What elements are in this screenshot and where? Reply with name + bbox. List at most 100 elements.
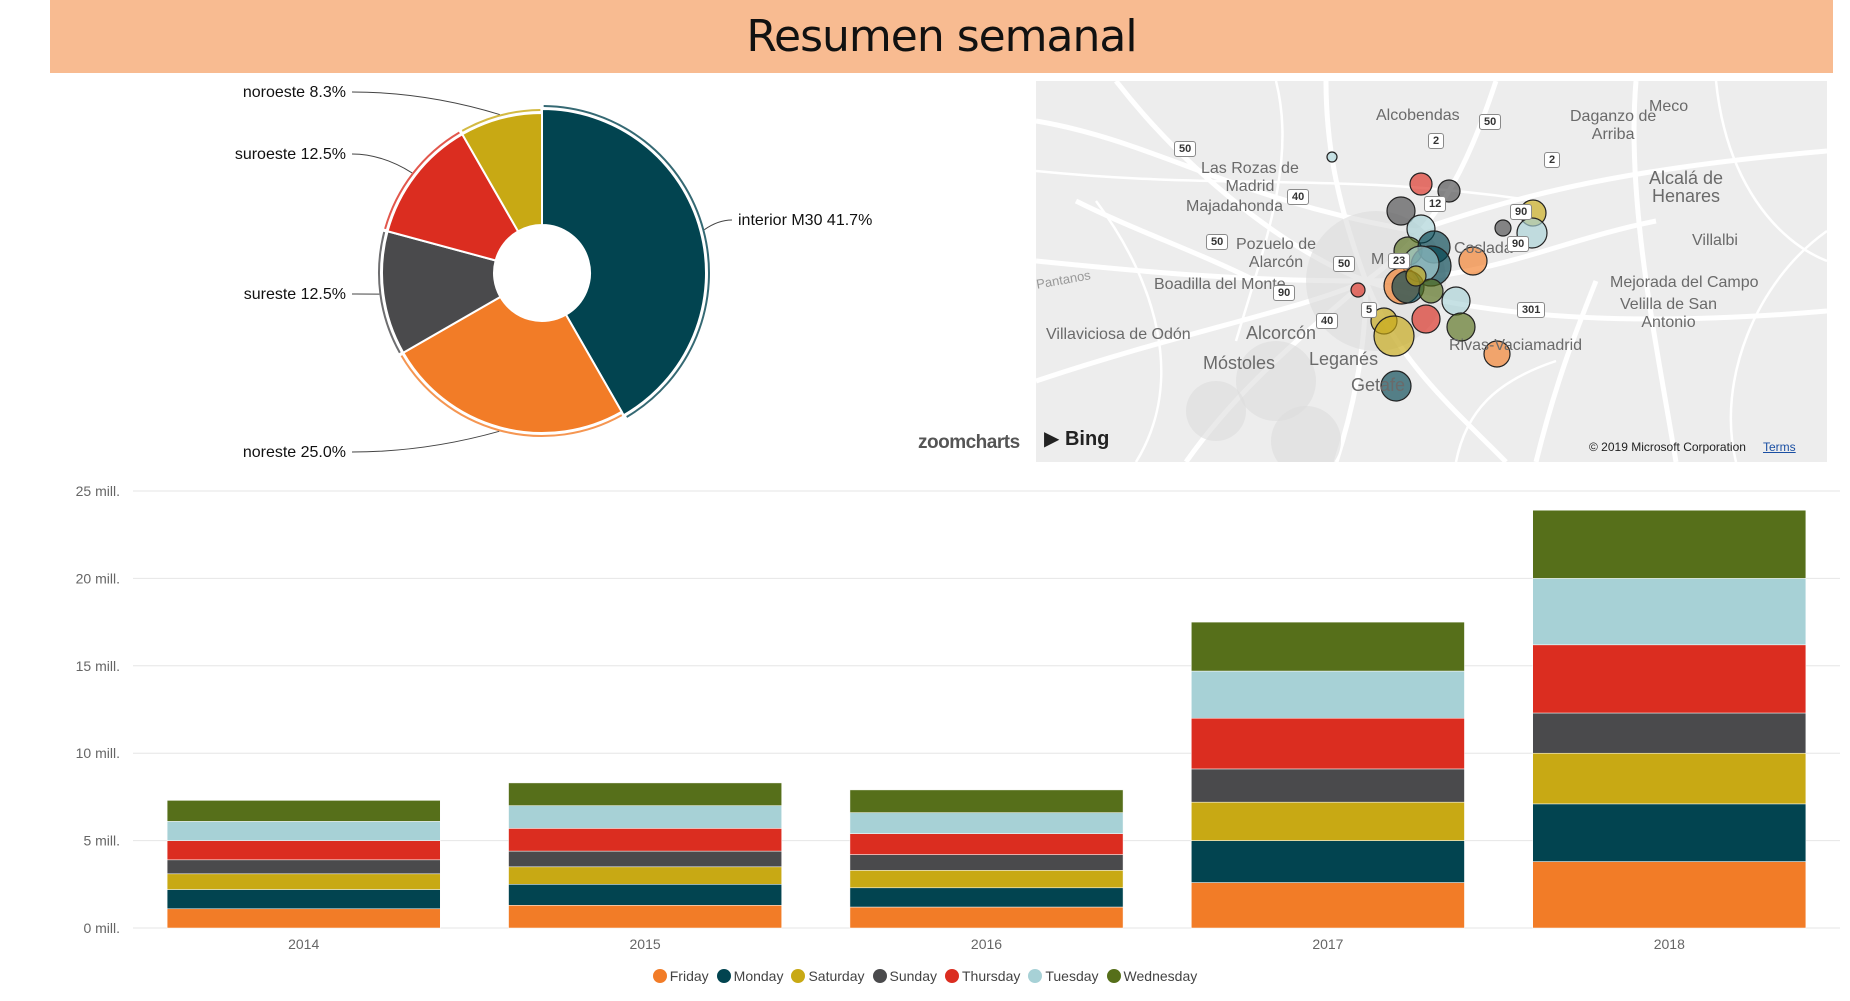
bar-segment-wednesday-2017[interactable] (1191, 622, 1464, 671)
bar-segment-wednesday-2015[interactable] (509, 783, 782, 806)
bar-segment-saturday-2016[interactable] (850, 870, 1123, 887)
bar-segment-tuesday-2015[interactable] (509, 806, 782, 829)
map-place-label: Meco (1649, 98, 1688, 116)
stacked-bar-chart[interactable]: 0 mill.5 mill.10 mill.15 mill.20 mill.25… (0, 470, 1850, 996)
bar-segment-sunday-2015[interactable] (509, 851, 782, 867)
map-road-shield: 2 (1544, 152, 1560, 168)
bar-segment-tuesday-2016[interactable] (850, 813, 1123, 834)
bar-segment-saturday-2015[interactable] (509, 867, 782, 884)
map-place-label: Villalbi (1692, 232, 1738, 250)
legend-item-thursday[interactable]: Thursday (945, 968, 1020, 984)
map-place-label: Boadilla del Monte (1154, 276, 1286, 294)
map-bubble[interactable] (1495, 220, 1511, 236)
bing-icon: ▶ (1044, 428, 1059, 450)
bar-segment-tuesday-2017[interactable] (1191, 671, 1464, 718)
map-bubble[interactable] (1406, 266, 1426, 286)
bar-segment-friday-2016[interactable] (850, 907, 1123, 928)
map-place-label: Alcorcón (1246, 324, 1316, 342)
bar-segment-thursday-2015[interactable] (509, 828, 782, 851)
map-copyright: © 2019 Microsoft Corporation (1589, 440, 1746, 454)
bar-segment-monday-2014[interactable] (167, 890, 440, 909)
legend-label: Sunday (890, 968, 937, 984)
bar-segment-tuesday-2014[interactable] (167, 821, 440, 840)
zoomcharts-logo: zoomcharts (918, 432, 1020, 454)
map-road-shield: 50 (1333, 256, 1355, 272)
map-road-shield: 50 (1479, 114, 1501, 130)
map-road (1731, 231, 1827, 462)
legend-item-friday[interactable]: Friday (653, 968, 709, 984)
bar-segment-friday-2014[interactable] (167, 909, 440, 928)
bar-segment-thursday-2018[interactable] (1533, 645, 1806, 713)
map-place-label: Mejorada del Campo (1610, 274, 1759, 292)
bar-segment-thursday-2016[interactable] (850, 834, 1123, 855)
pie-leader-line (352, 154, 412, 173)
map-road-shield: 40 (1316, 313, 1338, 329)
bar-segment-tuesday-2018[interactable] (1533, 578, 1806, 644)
map-road-shield: 301 (1517, 302, 1545, 318)
pie-label: interior M30 41.7% (738, 212, 872, 229)
pie-leader-line (352, 92, 500, 115)
map-place-label: Rivas-Vaciamadrid (1449, 337, 1582, 355)
map-road-shield: 90 (1273, 285, 1295, 301)
legend-item-monday[interactable]: Monday (717, 968, 784, 984)
map-bubble[interactable] (1351, 283, 1365, 297)
pie-leader-line (704, 220, 732, 230)
bing-logo: ▶ Bing (1044, 426, 1109, 451)
bar-segment-monday-2016[interactable] (850, 888, 1123, 907)
bar-segment-saturday-2017[interactable] (1191, 802, 1464, 840)
bar-segment-sunday-2016[interactable] (850, 855, 1123, 871)
map-bubble[interactable] (1327, 152, 1337, 162)
legend-swatch (1028, 969, 1042, 983)
map-place-label: Coslada (1454, 240, 1513, 258)
bar-segment-wednesday-2014[interactable] (167, 800, 440, 821)
bar-segment-wednesday-2016[interactable] (850, 790, 1123, 813)
map-road-shield: 50 (1206, 234, 1228, 250)
map-bubble[interactable] (1412, 305, 1440, 333)
bar-segment-sunday-2014[interactable] (167, 860, 440, 874)
legend-swatch (791, 969, 805, 983)
bar-segment-thursday-2014[interactable] (167, 841, 440, 860)
map-bubble[interactable] (1410, 173, 1432, 195)
bar-segment-friday-2018[interactable] (1533, 862, 1806, 928)
legend-item-wednesday[interactable]: Wednesday (1107, 968, 1198, 984)
map-terms-link[interactable]: Terms (1763, 440, 1796, 454)
bar-segment-friday-2017[interactable] (1191, 883, 1464, 928)
pie-leader-line (352, 431, 499, 452)
legend-item-saturday[interactable]: Saturday (791, 968, 864, 984)
legend-swatch (1107, 969, 1121, 983)
legend-swatch (873, 969, 887, 983)
y-tick-label: 15 mill. (76, 658, 120, 674)
legend-label: Friday (670, 968, 709, 984)
pie-chart-panel: interior M30 41.7%noreste 25.0%sureste 1… (0, 73, 1030, 473)
map-place-label: M (1371, 251, 1384, 269)
legend-swatch (717, 969, 731, 983)
bar-segment-monday-2015[interactable] (509, 884, 782, 905)
x-tick-label: 2015 (630, 936, 661, 952)
bar-segment-saturday-2018[interactable] (1533, 753, 1806, 804)
bar-segment-monday-2017[interactable] (1191, 841, 1464, 883)
map-place-label: Móstoles (1203, 354, 1275, 372)
map-road-shield: 50 (1174, 141, 1196, 157)
map-road (1416, 151, 1827, 231)
legend-item-sunday[interactable]: Sunday (873, 968, 937, 984)
bar-segment-wednesday-2018[interactable] (1533, 510, 1806, 578)
map-road-shield: 90 (1510, 204, 1532, 220)
bar-segment-thursday-2017[interactable] (1191, 718, 1464, 769)
map-road-shield: 23 (1388, 253, 1410, 269)
legend-item-tuesday[interactable]: Tuesday (1028, 968, 1098, 984)
map-bubble[interactable] (1442, 287, 1470, 315)
y-tick-label: 0 mill. (83, 920, 120, 936)
bar-segment-friday-2015[interactable] (509, 905, 782, 928)
bar-segment-monday-2018[interactable] (1533, 804, 1806, 862)
pie-chart[interactable]: interior M30 41.7%noreste 25.0%sureste 1… (0, 73, 1030, 473)
bar-segment-sunday-2017[interactable] (1191, 769, 1464, 802)
page-title: Resumen semanal (746, 11, 1136, 62)
map-road-shield: 90 (1507, 236, 1529, 252)
bar-segment-sunday-2018[interactable] (1533, 713, 1806, 753)
map-bubble[interactable] (1374, 316, 1414, 356)
bar-segment-saturday-2014[interactable] (167, 874, 440, 890)
